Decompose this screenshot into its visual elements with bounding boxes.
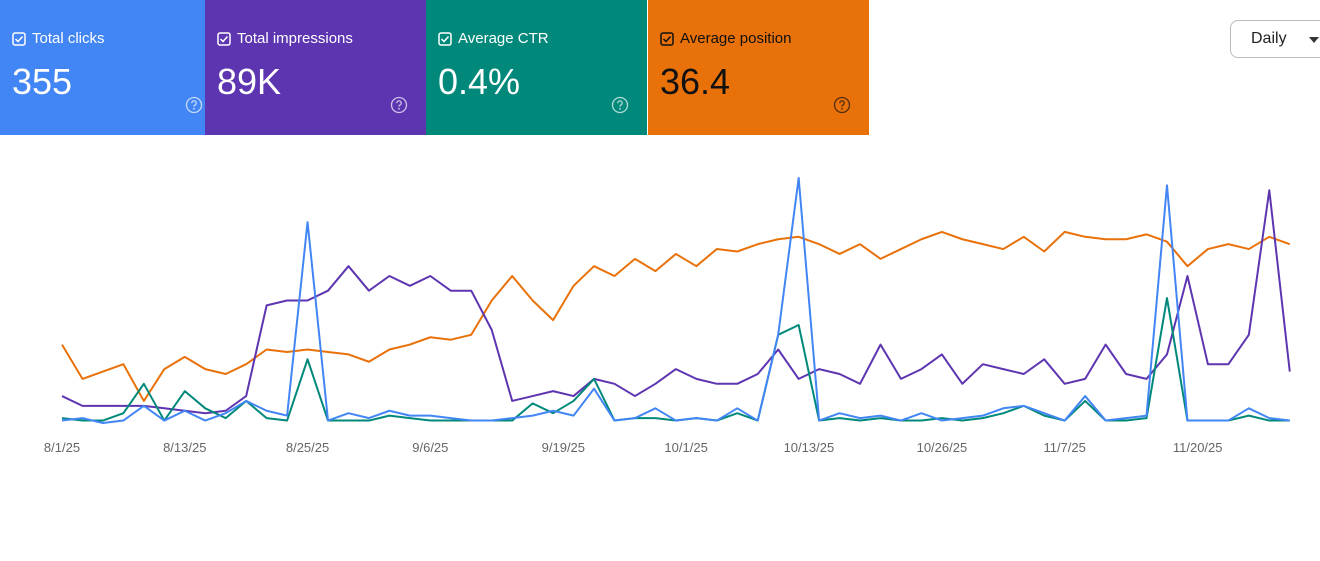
performance-chart: 8/1/25 8/13/25 8/25/25 9/6/25 9/19/25 10/1/25…	[44, 177, 1291, 455]
metric-card[interactable]: Average position 36.4	[648, 0, 869, 135]
help-icon	[833, 96, 851, 119]
x-tick-label: 8/25/25	[286, 440, 329, 455]
metric-card[interactable]: Total impressions 89K	[205, 0, 426, 135]
help-glyph	[390, 96, 408, 114]
help-glyph	[833, 96, 851, 114]
help-icon	[611, 96, 629, 119]
metric-name: Total clicks	[32, 30, 105, 47]
x-tick-label: 10/1/25	[664, 440, 707, 455]
metric-label: Average position	[660, 30, 869, 47]
series-line	[61, 177, 1290, 424]
checkbox	[217, 31, 231, 46]
metric-name: Average CTR	[458, 30, 549, 47]
metric-name: Total impressions	[237, 30, 353, 47]
metric-name: Average position	[680, 30, 792, 47]
metric-card[interactable]: Average CTR 0.4%	[426, 0, 647, 135]
series-line	[61, 297, 1290, 422]
dropdown-label: Daily	[1251, 30, 1287, 47]
metric-label: Total clicks	[12, 30, 221, 47]
metric-value: 89K	[217, 61, 282, 102]
checkbox	[438, 31, 452, 46]
help-icon	[185, 96, 203, 119]
x-tick-label: 8/13/25	[163, 440, 206, 455]
metric-value: 355	[12, 61, 73, 102]
x-tick-label: 9/6/25	[412, 440, 448, 455]
checkbox	[12, 31, 26, 46]
help-glyph	[185, 96, 203, 114]
x-tick-label: 10/13/25	[784, 440, 835, 455]
x-tick-label: 10/26/25	[917, 440, 968, 455]
x-tick-label: 11/20/25	[1173, 440, 1223, 455]
help-icon	[390, 96, 408, 119]
granularity-dropdown[interactable]: Daily	[1230, 20, 1320, 58]
x-tick-label: 11/7/25	[1043, 440, 1085, 455]
metric-value: 36.4	[660, 61, 731, 102]
metric-value: 0.4%	[438, 61, 521, 102]
series-line	[61, 189, 1291, 415]
metric-label: Total impressions	[217, 30, 426, 47]
metric-label: Average CTR	[438, 30, 647, 47]
series-line	[61, 230, 1291, 402]
dropdown-arrow	[1309, 37, 1319, 43]
x-tick-label: 9/19/25	[542, 440, 585, 455]
help-glyph	[611, 96, 629, 114]
checkbox	[660, 31, 674, 46]
metric-card[interactable]: Total clicks 355	[0, 0, 221, 135]
x-tick-label: 8/1/25	[44, 440, 80, 455]
